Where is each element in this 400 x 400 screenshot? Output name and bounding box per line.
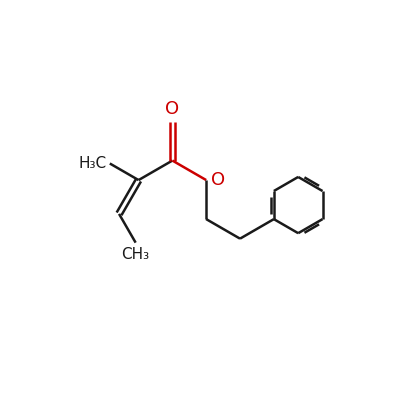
Text: H₃C: H₃C [78, 156, 107, 171]
Text: O: O [165, 100, 180, 118]
Text: O: O [211, 171, 225, 189]
Text: CH₃: CH₃ [122, 247, 150, 262]
